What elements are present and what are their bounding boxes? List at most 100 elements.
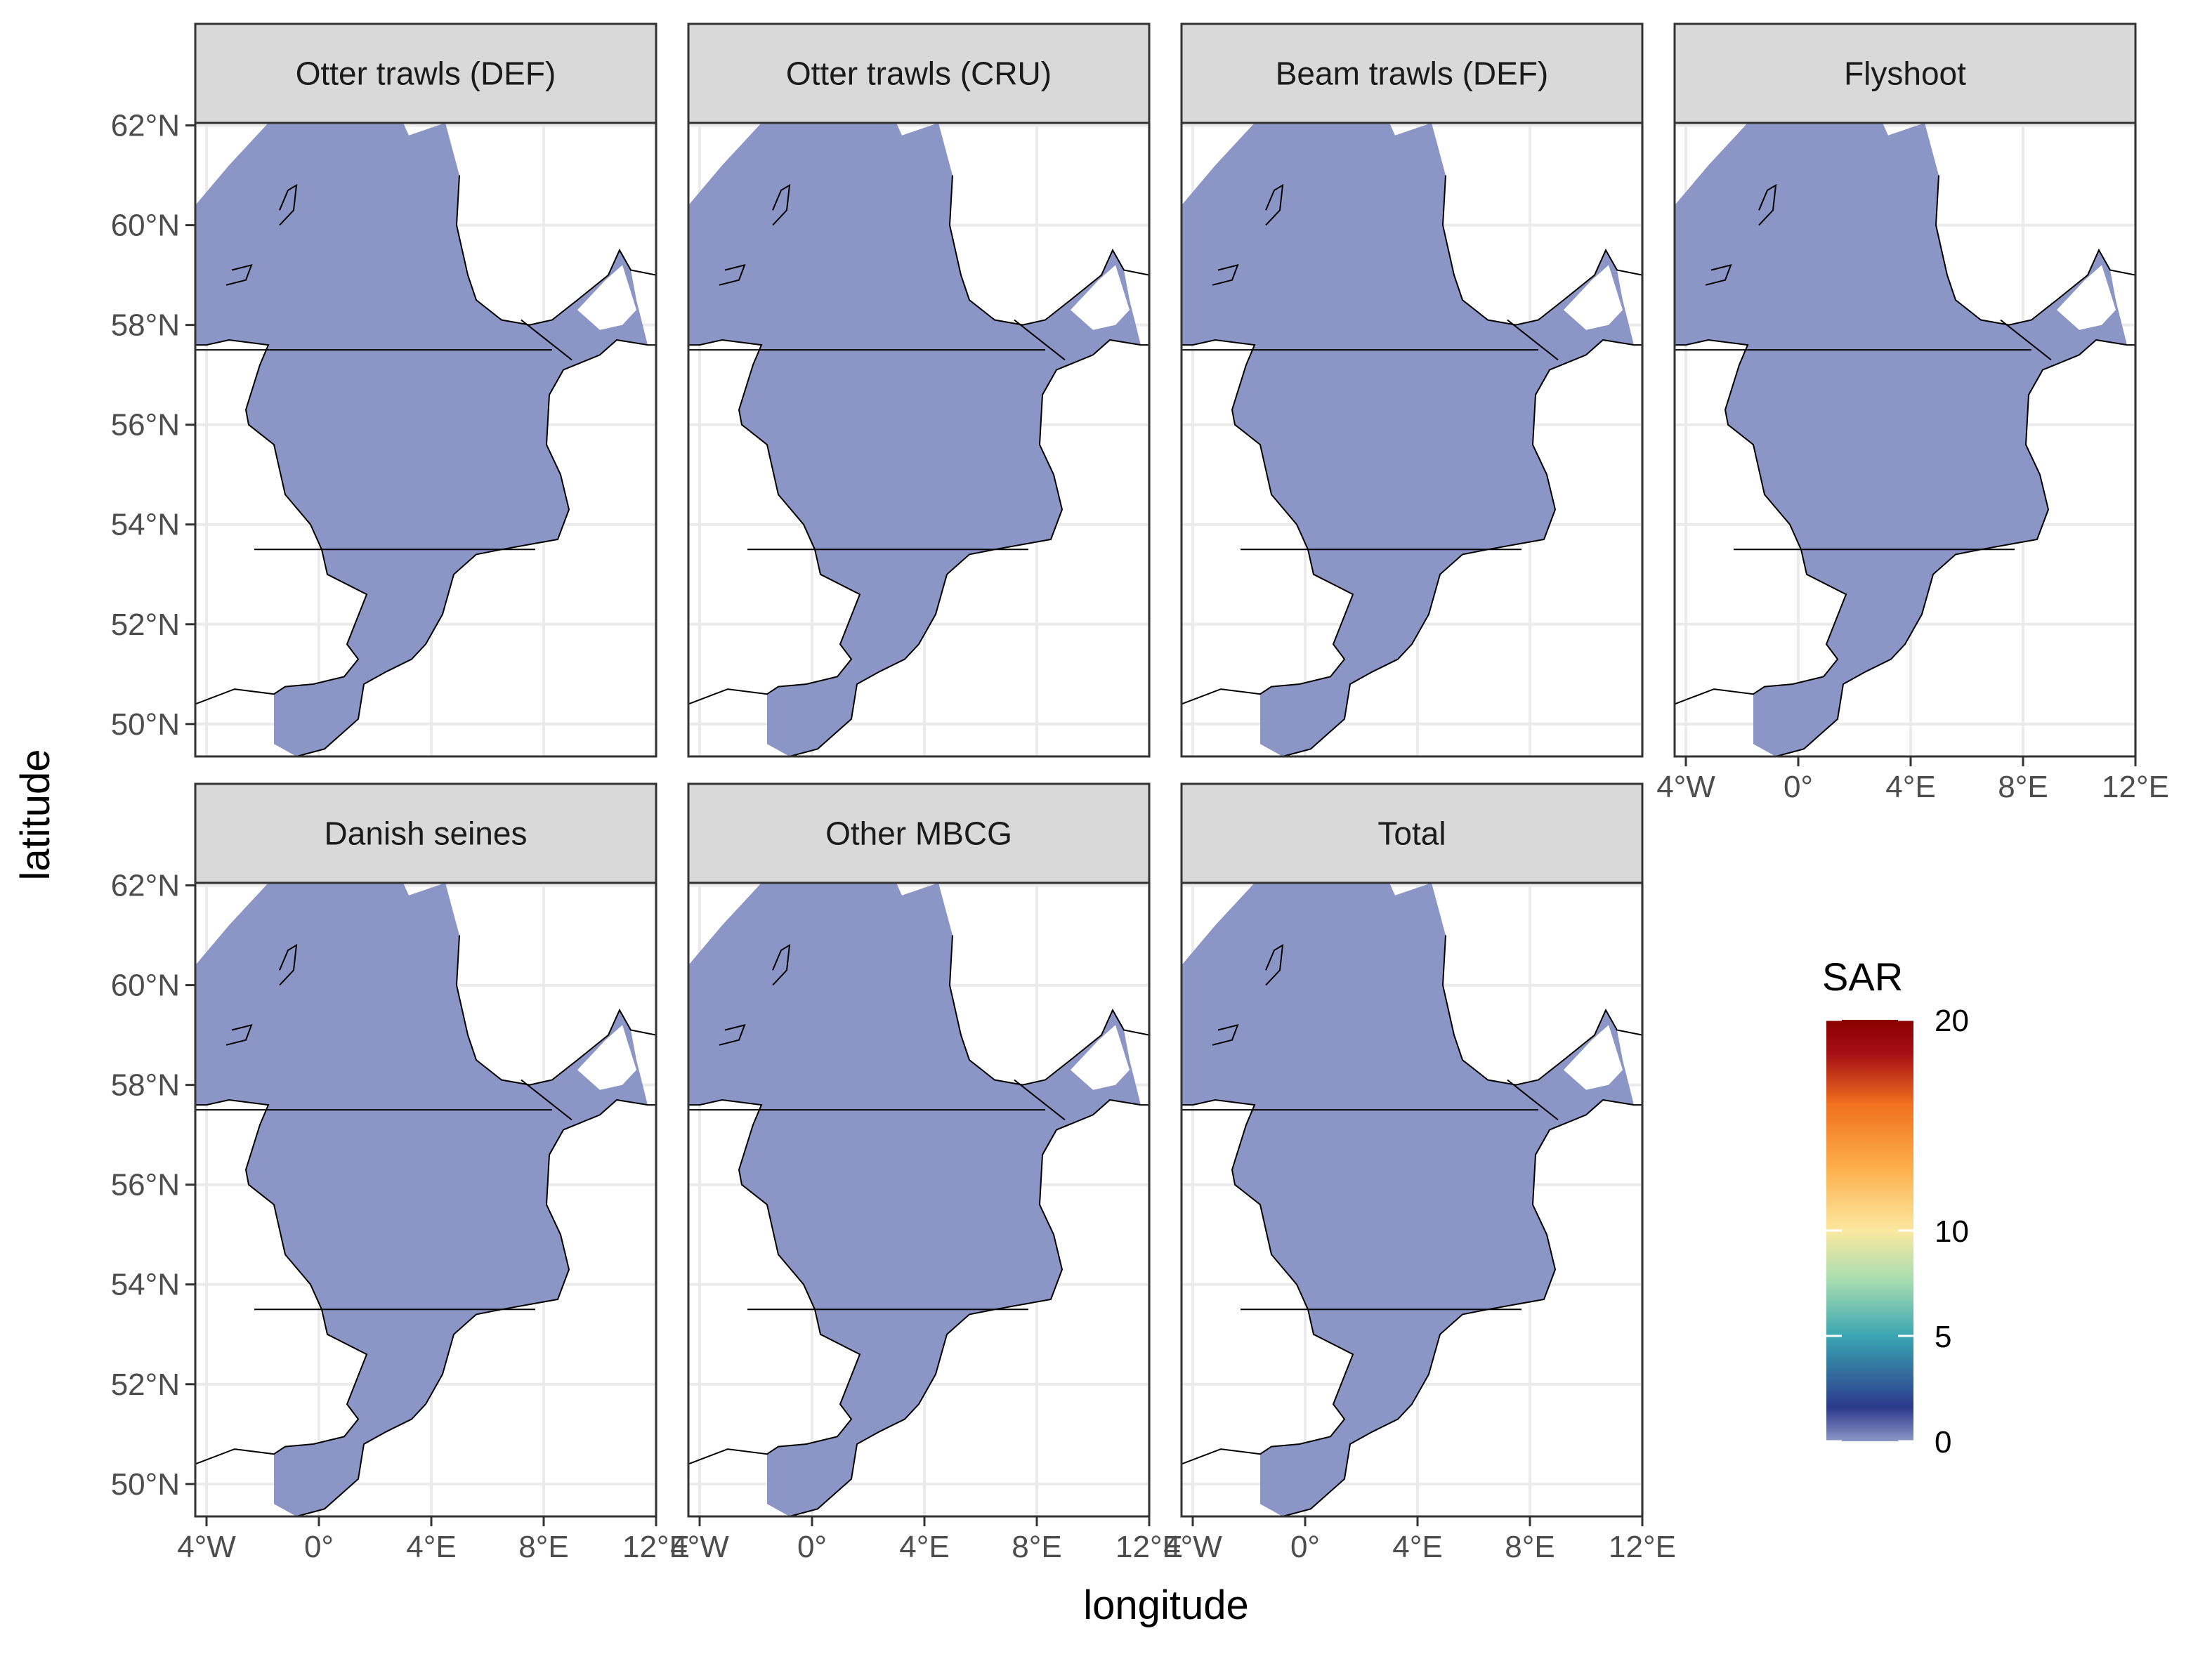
facet-panel [1673,122,2137,758]
x-tick-label: 0° [1290,1530,1320,1564]
y-tick-label: 60°N [111,209,180,243]
x-tick-label: 4°E [899,1530,949,1564]
sea-area [688,123,1141,756]
coastline [1212,1023,1239,1046]
facet-panels: Otter trawls (DEF) Otter trawls (CRU) Beam… [194,22,2137,1518]
x-tick-label: 8°E [518,1530,568,1564]
coastline [772,943,791,986]
coastline [445,122,657,326]
sea-area [1182,123,1634,756]
y-tick-label: 54°N [111,508,180,542]
sea-area [195,123,648,756]
area-boundary [1014,1079,1066,1121]
facet-strip: Otter trawls (DEF) [194,22,657,124]
sea-area [1182,883,1634,1516]
unassessed-area [1564,265,1623,330]
x-tick-label: 8°E [1012,1530,1061,1564]
y-tick-label: 62°N [111,109,180,143]
facet-strip: Danish seines [194,782,657,884]
y-tick-label: 58°N [111,308,180,343]
coastline [772,183,791,226]
coastline [225,263,253,286]
x-tick-label: 12°E [2102,770,2169,804]
sea-area [195,883,648,1516]
coastline [1925,122,2136,326]
strip-background [687,782,1151,884]
coastline [195,339,368,705]
facet-panel [1180,881,1644,1518]
facet-strip: Flyshoot [1673,22,2137,124]
legend-tick-label: 0 [1935,1425,1951,1460]
unassessed-area [1071,1025,1130,1090]
y-tick-label: 56°N [111,1168,180,1202]
coastline [225,1023,253,1046]
coastline [719,263,746,286]
coastline [1705,263,1732,286]
sea-area [1675,123,2127,756]
coastline [1181,1099,1354,1465]
x-tick-label: 4°W [670,1530,729,1564]
x-tick-label: 4°W [1163,1530,1222,1564]
strip-label: Danish seines [325,815,528,852]
y-tick-label: 52°N [111,608,180,642]
facet-panel [194,881,657,1518]
coastline [1432,882,1643,1086]
area-boundary [1014,319,1066,361]
coastline [1674,339,1847,705]
y-tick-label: 50°N [111,707,180,742]
facet-panel [194,122,657,758]
y-tick-label: 56°N [111,408,180,442]
facet-panel [687,122,1151,758]
legend-tick-label: 5 [1935,1320,1951,1354]
legend-tick-label: 10 [1935,1214,1969,1249]
legend-title: SAR [1822,955,1903,999]
facet-strip: Other MBCG [687,782,1151,884]
facet-strip: Otter trawls (CRU) [687,22,1151,124]
area-boundary [2000,319,2052,361]
strip-label: Beam trawls (DEF) [1276,55,1548,92]
x-tick-label: 4°W [177,1530,236,1564]
strip-label: Flyshoot [1844,55,1966,92]
x-tick-label: 4°E [1392,1530,1442,1564]
unassessed-area [1564,1025,1623,1090]
coastline [195,1099,368,1465]
area-boundary [521,1079,572,1121]
sea-area [688,883,1141,1516]
legend: SAR 0 5 10 20 [1822,955,1969,1460]
y-tick-label: 54°N [111,1268,180,1302]
x-tick-label: 0° [1784,770,1813,804]
y-tick-label: 50°N [111,1467,180,1502]
x-tick-label: 12°E [1115,1530,1183,1564]
x-tick-label: 0° [797,1530,827,1564]
coastline [688,339,861,705]
x-tick-label: 4°E [406,1530,456,1564]
x-tick-label: 8°E [1998,770,2048,804]
unassessed-area [2057,265,2116,330]
strip-background [1180,782,1644,884]
strip-background [194,22,657,124]
y-tick-label: 60°N [111,969,180,1003]
coastline [1265,183,1284,226]
facet-strip: Beam trawls (DEF) [1180,22,1644,124]
strip-background [687,22,1151,124]
x-tick-label: 12°E [622,1530,690,1564]
axes: 50°N 52°N 54°N 56°N 58°N 60°N 62°N 50°N 52°N 54°N… [111,109,2169,1564]
coastline [1758,183,1777,226]
coastline [1432,122,1643,326]
x-tick-label: 8°E [1505,1530,1555,1564]
y-axis-title: latitude [13,749,58,880]
strip-background [1180,22,1644,124]
x-tick-label: 12°E [1609,1530,1676,1564]
strip-label: Other MBCG [825,815,1012,852]
strip-label: Otter trawls (DEF) [296,55,556,92]
area-boundary [1507,1079,1559,1121]
facet-strip: Total [1180,782,1644,884]
coastline [938,882,1150,1086]
strip-label: Total [1377,815,1446,852]
coastline [279,183,298,226]
x-tick-label: 4°E [1885,770,1935,804]
facet-panel [687,881,1151,1518]
area-boundary [521,319,572,361]
legend-tick-label: 20 [1935,1004,1969,1038]
